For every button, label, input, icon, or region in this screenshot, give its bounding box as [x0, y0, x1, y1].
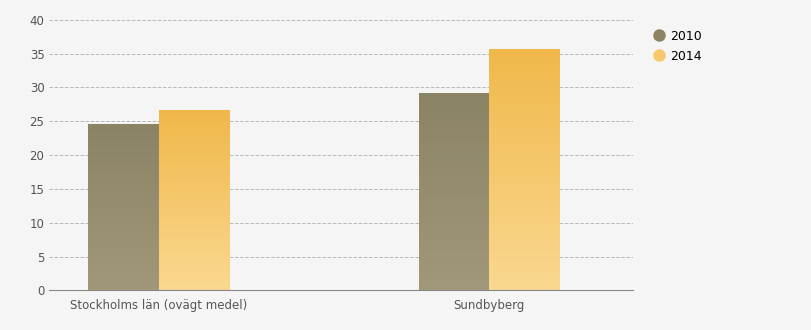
Legend: 2010, 2014: 2010, 2014	[650, 26, 706, 67]
